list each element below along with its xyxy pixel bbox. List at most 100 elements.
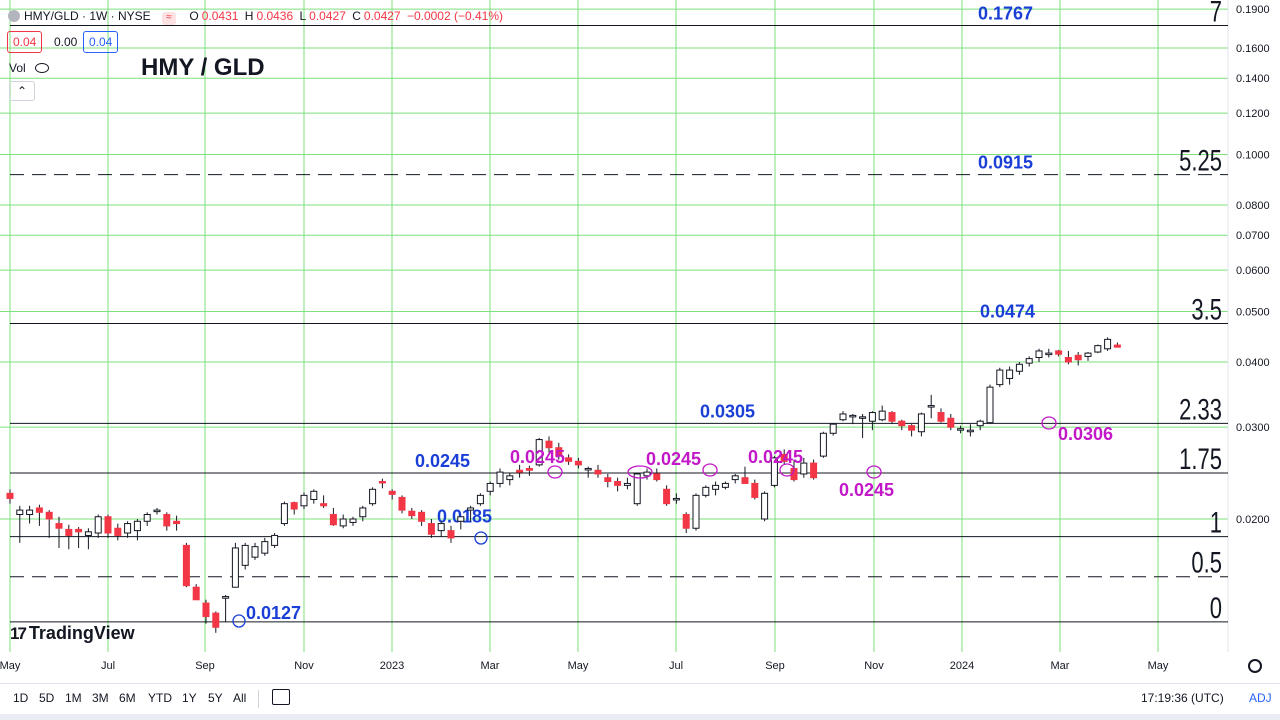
- candle: [1074, 352, 1082, 366]
- candle: [261, 537, 269, 556]
- candle: [45, 510, 53, 538]
- candle: [1015, 362, 1023, 375]
- candle: [408, 507, 416, 519]
- indicator-icon[interactable]: ≈: [162, 12, 177, 25]
- range-5y[interactable]: 5Y: [208, 691, 223, 705]
- candle-body: [35, 507, 43, 513]
- candle-body: [94, 516, 102, 534]
- symbol-title[interactable]: HMY/GLD · 1W · NYSE: [24, 9, 151, 23]
- price-tick-label: 0.0600: [1236, 265, 1270, 277]
- candle: [976, 419, 984, 431]
- price-tick-label: 0.1200: [1236, 108, 1270, 120]
- range-6m[interactable]: 6M: [119, 691, 136, 705]
- candle-body: [751, 482, 759, 498]
- candle-body: [212, 612, 220, 628]
- candle-body: [819, 432, 827, 457]
- range-5d[interactable]: 5D: [39, 691, 55, 705]
- annotation-circle: [866, 465, 882, 479]
- candle-body: [173, 520, 181, 525]
- calendar-range-icon[interactable]: [272, 689, 290, 705]
- candle-body: [329, 514, 337, 526]
- candle-body: [927, 405, 935, 408]
- candle: [143, 512, 151, 526]
- range-1y[interactable]: 1Y: [182, 691, 197, 705]
- candle: [868, 411, 876, 431]
- candle-body: [633, 473, 641, 505]
- candle-body: [898, 420, 906, 427]
- candle-body: [496, 471, 504, 484]
- candle-body: [427, 523, 435, 535]
- candle: [565, 454, 573, 465]
- candle: [65, 524, 73, 550]
- time-tick-label: Sep: [765, 660, 785, 672]
- candle: [124, 521, 132, 538]
- candle-body: [476, 494, 484, 505]
- candle-body: [770, 457, 778, 486]
- candle: [770, 456, 778, 488]
- candle-body: [849, 414, 857, 418]
- range-1m[interactable]: 1M: [65, 691, 82, 705]
- annotation-label: 0.0245: [646, 449, 701, 469]
- candle-body: [986, 386, 994, 424]
- candle-body: [16, 509, 24, 516]
- candle: [672, 493, 680, 504]
- candle: [1064, 350, 1072, 365]
- candle-body: [712, 484, 720, 490]
- candle: [721, 481, 729, 490]
- fib-level-label: 0.0305: [700, 401, 755, 421]
- candle-body: [672, 497, 680, 501]
- bottom-toolbar: 1D 5D 1M 3M 6M YTD 1Y 5Y All 17:19:36 (U…: [0, 683, 1280, 714]
- range-1d[interactable]: 1D: [13, 691, 29, 705]
- range-ytd[interactable]: YTD: [148, 691, 172, 705]
- buy-button[interactable]: 0.04: [83, 31, 119, 53]
- candle-body: [663, 488, 671, 505]
- time-tick-label: May: [568, 660, 589, 672]
- fib-ratio-label: 1.75: [1179, 442, 1222, 476]
- candle-body: [614, 481, 622, 486]
- candle: [271, 533, 279, 548]
- candle-body: [300, 494, 308, 507]
- candle: [643, 468, 651, 480]
- annotation-circle-blue: [474, 531, 488, 545]
- collapse-button[interactable]: ⌃: [9, 81, 35, 101]
- candle: [427, 519, 435, 538]
- candle-body: [359, 507, 367, 518]
- tradingview-logo: 17 TradingView: [10, 623, 135, 643]
- candle-body: [163, 514, 171, 527]
- candle-body: [947, 417, 955, 428]
- fib-level-label: 0.1767: [978, 4, 1033, 24]
- candle: [496, 468, 504, 488]
- candle: [94, 514, 102, 538]
- eye-hidden-icon[interactable]: [35, 63, 50, 73]
- sell-button[interactable]: 0.04: [7, 31, 43, 53]
- candle-body: [65, 528, 73, 536]
- candle: [398, 495, 406, 514]
- candle: [1045, 348, 1053, 358]
- candle-body: [1006, 369, 1014, 379]
- candle-body: [143, 514, 151, 522]
- candle-body: [133, 520, 141, 532]
- adj-toggle[interactable]: ADJ: [1249, 691, 1272, 705]
- candle-body: [937, 412, 945, 422]
- candle: [966, 424, 974, 437]
- time-tick-label: Nov: [864, 660, 884, 672]
- candle: [486, 481, 494, 496]
- clock-time[interactable]: 17:19:36 (UTC): [1141, 691, 1224, 705]
- candle-body: [741, 477, 749, 484]
- range-3m[interactable]: 3M: [92, 691, 109, 705]
- candle-body: [516, 469, 524, 473]
- chart-title: HMY / GLD: [141, 54, 265, 81]
- range-all[interactable]: All: [233, 691, 247, 705]
- annotation-label: 0.0306: [1058, 424, 1113, 444]
- candle: [996, 367, 1004, 388]
- candle-body: [467, 507, 475, 511]
- candle: [16, 505, 24, 543]
- candle: [75, 527, 83, 548]
- gear-icon[interactable]: [1248, 659, 1262, 673]
- candle-body: [682, 514, 690, 529]
- candle: [388, 489, 396, 500]
- symbol-icon: [8, 10, 20, 22]
- candle: [55, 516, 63, 548]
- candle: [35, 504, 43, 526]
- price-chart[interactable]: 0.1900 0.1600 0.1400 0.1200 0.1000 0.0800 0.07…: [0, 0, 1280, 680]
